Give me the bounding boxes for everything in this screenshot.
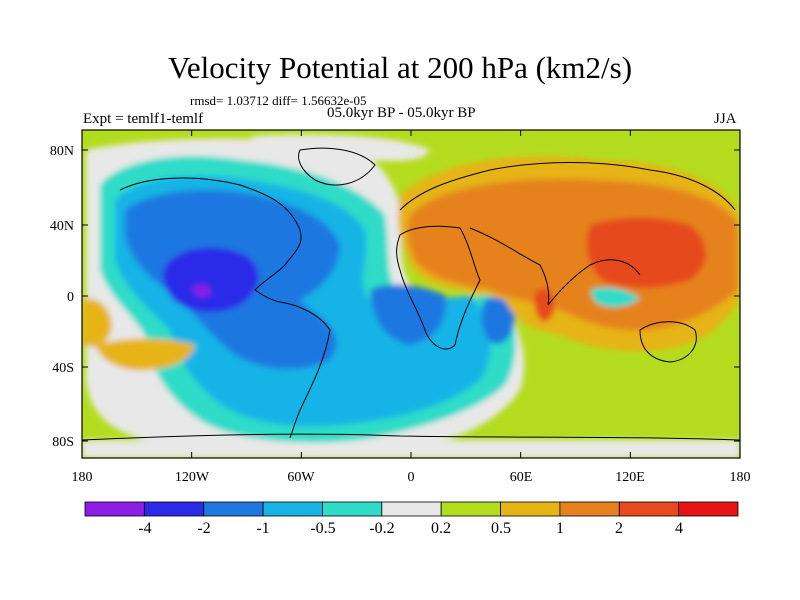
colorbar-swatch: [84, 501, 145, 517]
field-level-below--4: [192, 284, 211, 298]
stats-text: rmsd= 1.03712 diff= 1.56632e-05: [190, 93, 367, 108]
field-level--4--2: [163, 247, 259, 313]
contour-field: [82, 130, 740, 458]
coastline-australia: [639, 321, 697, 363]
coastlines: [82, 147, 740, 441]
coastline-south-asia: [469, 227, 641, 306]
colorbar-label: 0.5: [491, 520, 511, 537]
colorbar-swatch: [618, 501, 680, 517]
field-level-0.5-1-west: [82, 298, 112, 347]
colorbar-label: 0.2: [431, 520, 451, 537]
field-level-2-4-india: [534, 288, 555, 322]
colorbar-labels: -4 -2 -1 -0.5 -0.2 0.2 0.5 1 2 4: [138, 520, 683, 537]
x-tick-label: 180: [730, 470, 751, 485]
colorbar-label: -0.2: [369, 520, 394, 537]
colorbar-label: 4: [675, 520, 683, 537]
field-level--2--1-indian: [481, 296, 515, 344]
y-tick-label: 80N: [50, 144, 74, 159]
colorbar-swatch: [262, 501, 323, 517]
colorbar-label: -0.5: [310, 520, 335, 537]
axis-labels: 180 120W 60W 0 60E 120E 180 80N 40N 0 40…: [50, 144, 751, 485]
colorbar-swatch: [678, 501, 739, 517]
colorbar-swatch: [203, 501, 264, 517]
coastline-north-america: [119, 177, 302, 303]
field-level-negative-maritime: [590, 287, 640, 307]
colorbar-swatch: [143, 501, 205, 517]
x-tick-label: 60E: [510, 470, 533, 485]
field-level--2--1-atlantic: [370, 284, 446, 345]
coastline-greenland: [298, 147, 376, 186]
x-tick-label: 0: [408, 470, 415, 485]
plot-title: Velocity Potential at 200 hPa (km2/s): [167, 50, 633, 85]
y-tick-label: 40S: [52, 361, 74, 376]
colorbar-label: 1: [556, 520, 564, 537]
coastline-africa: [396, 225, 481, 350]
field-level-1-2: [407, 178, 738, 331]
field-level-0.5-1-south-pacific: [96, 338, 195, 371]
colorbar-label: 2: [615, 520, 623, 537]
x-tick-label: 180: [72, 470, 93, 485]
field-level-near-zero-south: [82, 440, 740, 458]
colorbar-label: -1: [256, 520, 269, 537]
x-tick-label: 120W: [175, 470, 210, 485]
season-label: JJA: [714, 111, 737, 127]
field-level-near-zero-north: [250, 134, 430, 161]
colorbar-label: -2: [197, 520, 210, 537]
y-tick-label: 40N: [50, 219, 74, 234]
colorbar-swatch: [500, 501, 561, 517]
field-level-2-4: [586, 217, 706, 288]
coastline-eurasia-north: [399, 162, 736, 211]
axis-ticks: [81, 130, 741, 458]
coastline-south-america: [279, 301, 331, 439]
coastline-antarctica: [82, 433, 740, 441]
y-tick-label: 0: [67, 290, 74, 305]
colorbar: [84, 501, 739, 517]
period-label: 05.0kyr BP - 05.0kyr BP: [327, 105, 476, 121]
colorbar-swatch: [322, 501, 383, 517]
x-tick-label: 60W: [287, 470, 315, 485]
y-tick-label: 80S: [52, 435, 74, 450]
colorbar-swatch: [381, 501, 442, 517]
x-tick-label: 120E: [615, 470, 645, 485]
colorbar-swatch: [559, 501, 620, 517]
colorbar-swatch: [440, 501, 501, 517]
colorbar-label: -4: [138, 520, 151, 537]
experiment-label: Expt = temlf1-temlf: [83, 111, 204, 127]
